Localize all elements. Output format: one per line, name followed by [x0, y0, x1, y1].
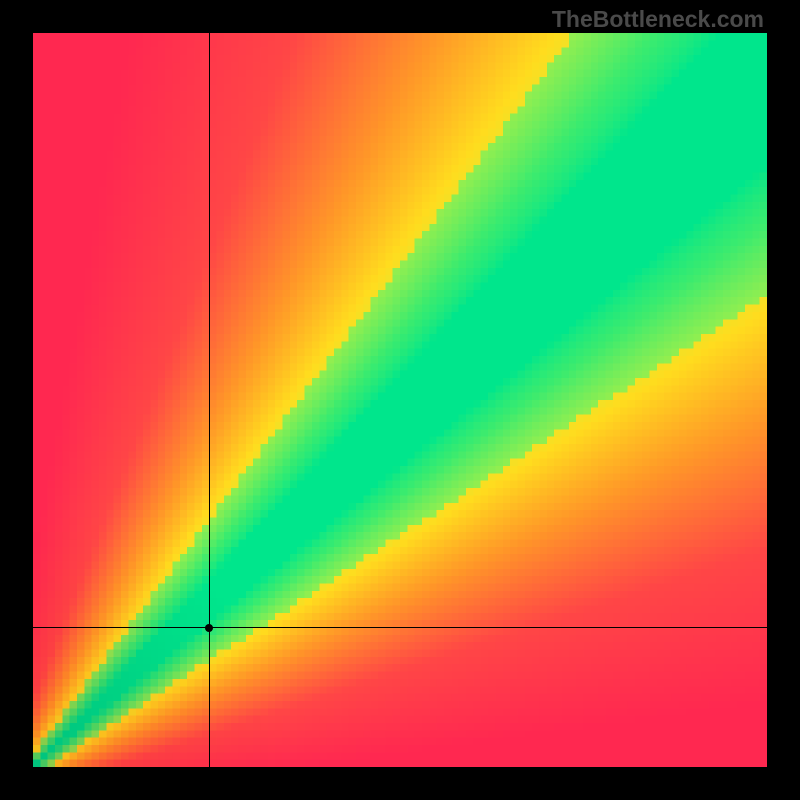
crosshair-horizontal [33, 627, 767, 628]
heatmap-canvas [33, 33, 767, 767]
watermark-text: TheBottleneck.com [552, 6, 764, 33]
heatmap-plot-area [33, 33, 767, 767]
crosshair-vertical [209, 33, 210, 767]
chart-frame: TheBottleneck.com [0, 0, 800, 800]
crosshair-marker [205, 624, 213, 632]
